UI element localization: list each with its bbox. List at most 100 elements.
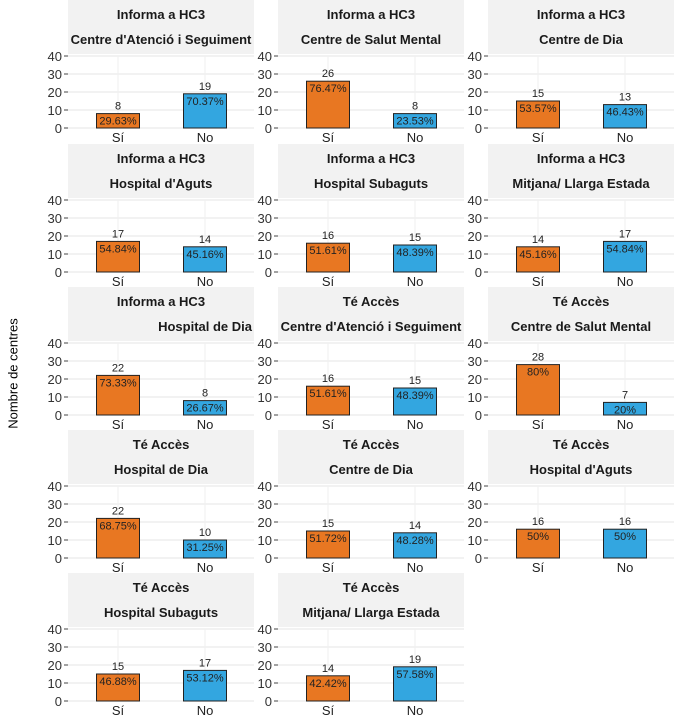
y-tick-label: 40	[258, 479, 272, 494]
bar-percent-label: 45.16%	[186, 249, 224, 261]
facet-subtitle: Centre de Dia	[329, 462, 414, 477]
y-tick-label: 40	[48, 622, 62, 637]
bar-value-label: 8	[115, 101, 121, 113]
bar	[516, 528, 560, 559]
y-tick-label: 40	[258, 622, 272, 637]
facet-panel: Té Accès Centre de Salut Mental 0 10 20 30 40 2…	[468, 287, 674, 432]
bar-value-label: 8	[202, 388, 208, 400]
y-tick-label: 20	[468, 85, 482, 100]
y-tick-label: 30	[258, 497, 272, 512]
x-tick-label: Sí	[112, 130, 125, 145]
y-tick-label: 40	[258, 336, 272, 351]
y-tick-label: 10	[258, 533, 272, 548]
facet-panel: Té Accès Hospital Subaguts 0 10 20 30 40 15 46.8…	[48, 573, 254, 717]
y-tick-label: 10	[48, 390, 62, 405]
y-tick-label: 10	[258, 390, 272, 405]
bar-value-label: 17	[619, 228, 631, 240]
facet-title: Informa a HC3	[117, 151, 205, 166]
y-tick-label: 20	[258, 372, 272, 387]
y-tick-label: 40	[468, 193, 482, 208]
x-tick-label: No	[197, 417, 214, 432]
bar	[96, 374, 140, 416]
facet-panel: Informa a HC3 Mitjana/ Llarga Estada 0 10 20…	[468, 144, 674, 289]
y-tick-label: 30	[48, 640, 62, 655]
x-tick-label: No	[197, 274, 214, 289]
bar-value-label: 17	[112, 228, 124, 240]
y-tick-label: 40	[468, 336, 482, 351]
bar-value-label: 10	[199, 527, 211, 539]
bar-value-label: 14	[409, 520, 421, 532]
bar-value-label: 14	[532, 234, 544, 246]
x-tick-label: Sí	[322, 130, 335, 145]
bar-percent-label: 50%	[614, 531, 636, 543]
bar-percent-label: 51.72%	[309, 533, 347, 545]
bar-value-label: 28	[532, 352, 544, 364]
bar-value-label: 17	[199, 657, 211, 669]
facet-panel: Informa a HC3 Centre d'Atenció i Seguimen…	[48, 0, 254, 145]
bar	[603, 104, 647, 129]
bar	[603, 401, 647, 416]
bar	[393, 387, 437, 416]
y-tick-label: 20	[258, 658, 272, 673]
facet-title: Té Accès	[133, 580, 190, 595]
facet-title: Té Accès	[343, 580, 400, 595]
facet-panel: Té Accès Centre d'Atenció i Seguiment 0 10 2…	[258, 287, 464, 432]
y-tick-label: 0	[55, 265, 62, 280]
facet-strip	[68, 0, 254, 54]
y-tick-label: 0	[55, 551, 62, 566]
y-tick-label: 0	[265, 551, 272, 566]
facet-strip	[488, 287, 674, 341]
x-tick-label: No	[407, 417, 424, 432]
y-tick-label: 10	[468, 390, 482, 405]
bar-percent-label: 57.58%	[396, 669, 434, 681]
y-tick-label: 30	[48, 67, 62, 82]
bar-value-label: 22	[112, 505, 124, 517]
y-tick-label: 20	[48, 658, 62, 673]
facet-panel: Té Accès Hospital de Dia 0 10 20 30 40 22 68.75%…	[48, 430, 254, 575]
y-tick-label: 0	[55, 408, 62, 423]
y-tick-label: 30	[48, 497, 62, 512]
y-tick-label: 30	[48, 211, 62, 226]
x-tick-label: Sí	[532, 560, 545, 575]
x-tick-label: No	[407, 703, 424, 717]
bar-value-label: 15	[409, 232, 421, 244]
facet-strip	[488, 0, 674, 54]
bar	[96, 240, 140, 273]
y-tick-label: 20	[258, 85, 272, 100]
y-tick-label: 40	[468, 49, 482, 64]
bar-percent-label: 26.67%	[186, 403, 224, 415]
x-tick-label: Sí	[112, 274, 125, 289]
x-tick-label: No	[617, 130, 634, 145]
facet-subtitle: Centre d'Atenció i Seguiment	[281, 319, 462, 334]
bar	[393, 113, 437, 129]
y-tick-label: 0	[265, 408, 272, 423]
y-tick-label: 10	[48, 103, 62, 118]
x-tick-label: Sí	[112, 560, 125, 575]
facet-title: Té Accès	[553, 294, 610, 309]
facet-subtitle: Hospital Subaguts	[104, 605, 218, 620]
y-tick-label: 40	[48, 49, 62, 64]
bar-value-label: 14	[199, 234, 211, 246]
bar	[603, 528, 647, 559]
y-tick-label: 0	[265, 121, 272, 136]
facet-panel: Informa a HC3 Centre de Salut Mental 0 10 20…	[258, 0, 464, 145]
x-tick-label: Sí	[112, 417, 125, 432]
bar-percent-label: 29.63%	[99, 116, 137, 128]
y-tick-label: 30	[258, 211, 272, 226]
facet-strip	[488, 430, 674, 484]
facet-strip	[278, 430, 464, 484]
bar	[183, 93, 227, 129]
bar-percent-label: 76.47%	[309, 83, 347, 95]
bar-value-label: 16	[322, 373, 334, 385]
facet-panel: Informa a HC3 Centre de Dia 0 10 20 30 40 15 53.…	[468, 0, 674, 145]
bar-value-label: 8	[412, 101, 418, 113]
facet-subtitle: Mitjana/ Llarga Estada	[512, 176, 650, 191]
y-tick-label: 40	[48, 193, 62, 208]
x-tick-label: Sí	[322, 560, 335, 575]
y-tick-label: 0	[55, 121, 62, 136]
bar-percent-label: 54.84%	[606, 243, 644, 255]
bar	[393, 244, 437, 273]
bar-value-label: 16	[619, 516, 631, 528]
facet-strip	[68, 573, 254, 627]
bar-percent-label: 31.25%	[186, 542, 224, 554]
